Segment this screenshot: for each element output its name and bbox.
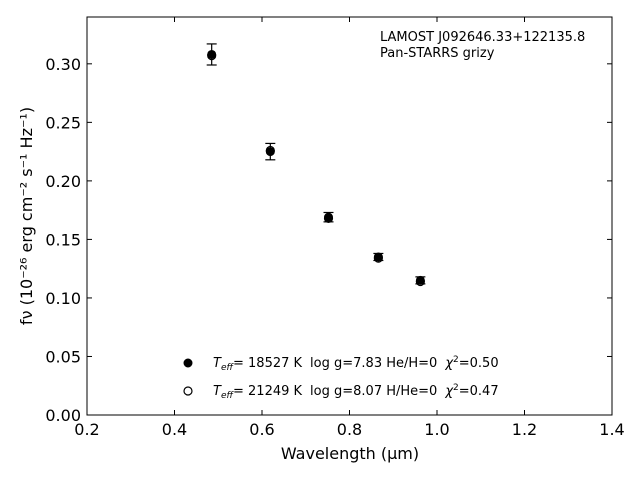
annotation-line-2: Pan-STARRS grizy <box>380 46 495 61</box>
legend-entry-1-chi: =0.50 <box>459 356 499 371</box>
x-tick-label: 1.0 <box>424 420 449 439</box>
legend-entry-1-teff: = 18527 K <box>233 356 303 371</box>
legend-entry-2-teff: = 21249 K <box>233 384 303 399</box>
x-tick-label: 1.2 <box>512 420 537 439</box>
y-tick-label: 0.25 <box>45 113 81 132</box>
legend-marker-open <box>183 386 193 396</box>
chi-superscript: 2 <box>453 383 459 393</box>
data-point-filled <box>415 275 425 285</box>
teff-subscript: eff <box>221 391 235 401</box>
legend-entry-1: Teff= 18527 K log g=7.83 He/H=0 χ2=0.50 <box>213 355 499 373</box>
chi-symbol: χ <box>444 384 454 399</box>
x-tick-label: 0.6 <box>249 420 274 439</box>
legend-entry-1-params: log g=7.83 He/H=0 <box>310 356 437 371</box>
y-tick-label: 0.15 <box>45 230 81 249</box>
data-point-filled <box>265 147 275 157</box>
teff-symbol: T <box>213 356 222 371</box>
data-point-filled <box>324 212 333 222</box>
y-tick-label: 0.10 <box>45 289 81 308</box>
data-point-filled <box>373 252 383 262</box>
y-tick-label: 0.20 <box>45 172 81 191</box>
y-tick-label: 0.05 <box>45 347 81 366</box>
x-axis-ticks: 0.2 0.4 0.6 0.8 1.0 1.2 1.4 <box>74 17 625 439</box>
x-tick-label: 0.4 <box>162 420 187 439</box>
teff-subscript: eff <box>221 363 235 373</box>
legend-entry-2-params: log g=8.07 H/He=0 <box>310 384 437 399</box>
legend-entry-2: Teff= 21249 K log g=8.07 H/He=0 χ2=0.47 <box>213 383 499 401</box>
chi-superscript: 2 <box>453 355 459 365</box>
data-point-filled <box>207 49 217 59</box>
chi-symbol: χ <box>444 356 454 371</box>
y-axis-label: fν (10⁻²⁶ erg cm⁻² s⁻¹ Hz⁻¹) <box>17 107 36 325</box>
legend-entry-2-chi: =0.47 <box>459 384 499 399</box>
y-tick-label: 0.30 <box>45 55 81 74</box>
x-axis-label: Wavelength (μm) <box>281 444 419 463</box>
x-tick-label: 0.8 <box>337 420 362 439</box>
data-marks <box>206 43 426 287</box>
y-axis-ticks: 0.00 0.05 0.10 0.15 0.20 0.25 0.30 <box>45 55 612 425</box>
teff-symbol: T <box>213 384 222 399</box>
legend-marker-filled <box>183 358 193 368</box>
plot-frame <box>86 16 613 416</box>
annotation-line-1: LAMOST J092646.33+122135.8 <box>380 30 585 45</box>
x-tick-label: 1.4 <box>599 420 624 439</box>
y-tick-label: 0.00 <box>45 406 81 425</box>
x-tick-label: 0.2 <box>74 420 99 439</box>
